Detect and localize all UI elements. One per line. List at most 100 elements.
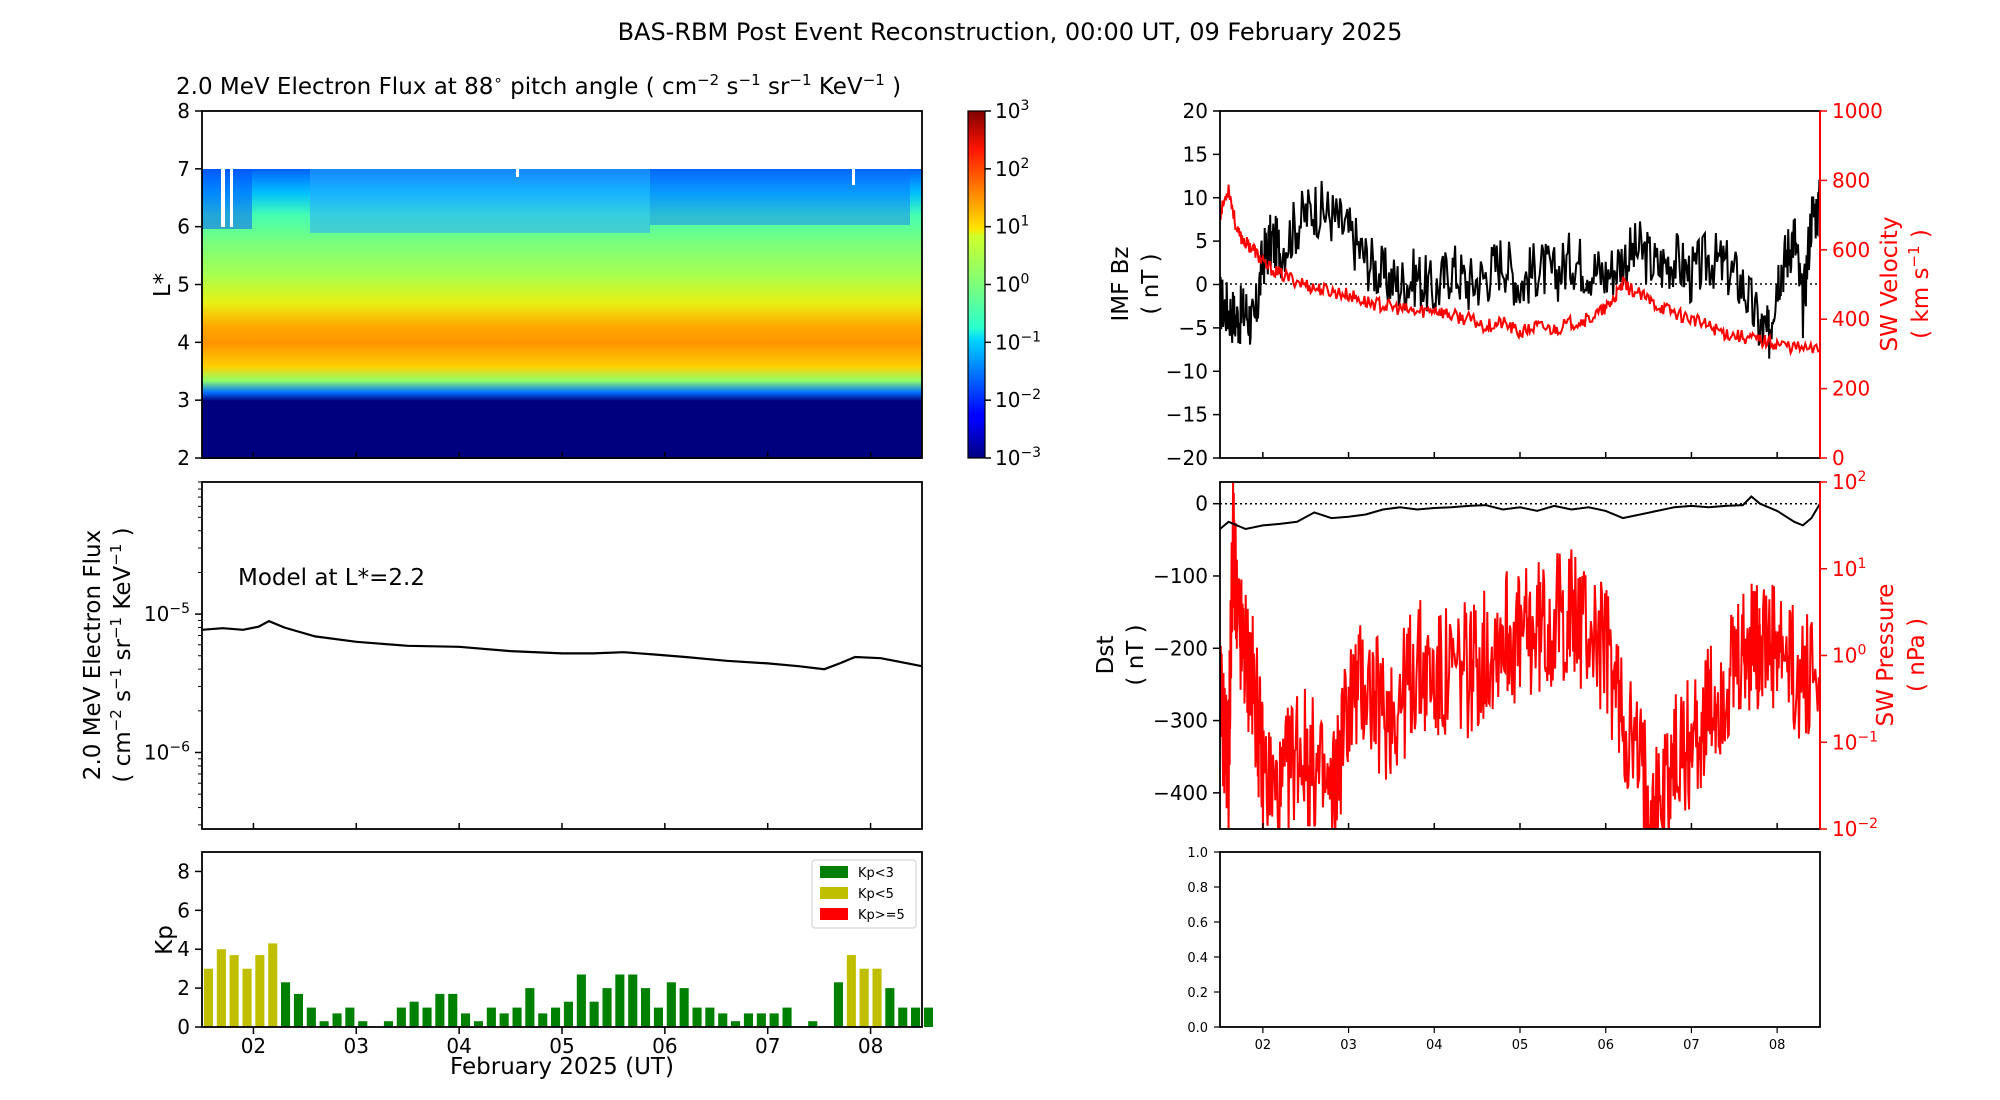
kp-bar — [525, 988, 535, 1027]
flux-spectrogram-panel: 2.0 MeV Electron Flux at 88∘ pitch angle… — [150, 71, 1041, 470]
empty-frame — [1219, 851, 1821, 1028]
flux-colorbar — [967, 110, 986, 459]
kp-x-axis: 02 03 04 05 06 07 08 — [241, 1027, 883, 1058]
empty-y-tick-label: 0.6 — [1187, 916, 1208, 931]
kp-y-axis: 0 2 4 6 8 — [177, 859, 202, 1039]
model-flux-line — [202, 619, 922, 671]
flux-title-unit-s: s — [727, 74, 739, 100]
flux-title-unit-kev: KeV — [819, 74, 863, 100]
kp-bar — [846, 955, 856, 1027]
sw-pressure-line — [1220, 482, 1820, 829]
kp-bar — [499, 1013, 509, 1027]
empty-y-tick-label: 0.4 — [1187, 951, 1208, 966]
empty-x-tick-label: 03 — [1340, 1038, 1357, 1053]
model-x-ticks — [252, 823, 872, 829]
imf-ylabel-units: ( nT ) — [1138, 253, 1164, 314]
kp-bar — [628, 974, 638, 1027]
flux-title-unit-sr: sr — [768, 74, 790, 100]
dst-y-tick-label: −100 — [1153, 564, 1208, 588]
kp-y-tick-label: 8 — [177, 859, 190, 883]
imf-y-tick-label: −10 — [1166, 359, 1208, 383]
sw-velocity-y-tick-label: 200 — [1832, 377, 1870, 401]
kp-bar — [538, 1013, 548, 1027]
flux-title-unit-exp1: −2 — [697, 71, 719, 89]
kp-bar — [448, 993, 458, 1027]
dst-y-tick-label: −200 — [1153, 636, 1208, 660]
flux-title-unit-exp3: −1 — [789, 71, 811, 89]
dst-line — [1220, 495, 1820, 531]
kp-legend-swatch-mid — [820, 887, 848, 899]
empty-x-tick-label: 05 — [1512, 1038, 1529, 1053]
dst-y-tick-label: −300 — [1153, 709, 1208, 733]
imf-y-tick-label: −15 — [1166, 403, 1208, 427]
kp-y-tick-label: 4 — [177, 937, 190, 961]
imf-x-ticks — [1262, 452, 1778, 458]
flux-gap-stripe — [221, 169, 225, 227]
sw-velocity-y-tick-label: 0 — [1832, 446, 1845, 470]
colorbar-tick-label: 10−1 — [995, 329, 1041, 354]
empty-y-tick-label: 1.0 — [1187, 846, 1208, 861]
model-y-axis: 10−5 10−6 — [144, 481, 202, 826]
kp-bar — [808, 1021, 818, 1027]
kp-bar — [923, 1007, 933, 1027]
flux-colorbar-ticks: 103 102 101 100 10−1 10−2 10−3 — [985, 98, 1041, 470]
kp-bar — [653, 1007, 663, 1027]
imf-sw-panel: 20 15 10 5 0 −5 −10 −15 −20 1000 800 600 400 200 0 IM… — [1108, 99, 1934, 470]
flux-gap-stripe — [852, 169, 855, 185]
kp-bar — [396, 1007, 406, 1027]
imf-y-tick-label: 10 — [1183, 186, 1208, 210]
colorbar-tick-label: 101 — [995, 214, 1029, 239]
colorbar-tick-label: 100 — [995, 272, 1029, 297]
kp-bar — [409, 1001, 419, 1027]
colorbar-tick-label: 10−2 — [995, 387, 1041, 412]
sw-velocity-y-tick-label: 600 — [1832, 238, 1870, 262]
kp-bar — [743, 1013, 753, 1027]
empty-x-axis: 02 03 04 05 06 07 08 — [1255, 1027, 1786, 1053]
empty-x-tick-label: 08 — [1769, 1038, 1786, 1053]
sw-velocity-right-axis: 1000 800 600 400 200 0 — [1819, 99, 1883, 470]
kp-legend-label-high: Kp>=5 — [858, 908, 905, 923]
flux-y-axis: 2 3 4 5 6 7 8 — [177, 99, 872, 470]
flux-y-tick-label: 7 — [177, 157, 190, 181]
imf-left-axis: 20 15 10 5 0 −5 −10 −15 −20 — [1166, 99, 1220, 470]
kp-bar — [872, 968, 882, 1027]
colorbar-tick-label: 10−3 — [995, 445, 1041, 470]
kp-bar — [705, 1007, 715, 1027]
imf-y-tick-label: 0 — [1195, 273, 1208, 297]
flux-y-tick-label: 3 — [177, 388, 190, 412]
page-title: BAS-RBM Post Event Reconstruction, 00:00… — [618, 18, 1403, 46]
kp-bar — [911, 1007, 921, 1027]
kp-bar — [615, 974, 625, 1027]
kp-xlabel: February 2025 (UT) — [450, 1054, 674, 1080]
kp-bar — [769, 1013, 779, 1027]
sw-pressure-ylabel: SW Pressure — [1873, 584, 1899, 727]
kp-bar — [306, 1007, 316, 1027]
model-ylabel-units: ( cm−2 s−1 sr−1 KeV−1 ) — [107, 527, 136, 782]
kp-bar — [383, 1021, 393, 1027]
kp-x-tick-label: 06 — [652, 1034, 677, 1058]
dst-ylabel-units: ( nT ) — [1123, 624, 1149, 685]
kp-bar — [345, 1007, 355, 1027]
model-flux-frame — [201, 481, 923, 830]
imf-y-tick-label: −5 — [1179, 316, 1208, 340]
kp-bar — [666, 982, 676, 1027]
dst-left-axis: 0 −100 −200 −300 −400 — [1153, 492, 1220, 805]
colorbar-tick-label: 102 — [995, 156, 1029, 181]
kp-bar — [435, 993, 445, 1027]
empty-y-tick-label: 0.8 — [1187, 881, 1208, 896]
kp-bar — [563, 1001, 573, 1027]
flux-dropout-patch — [202, 169, 252, 229]
empty-x-tick-label: 06 — [1597, 1038, 1614, 1053]
flux-y-tick-label: 8 — [177, 99, 190, 123]
flux-y-tick-label: 4 — [177, 330, 190, 354]
imf-y-tick-label: −20 — [1166, 446, 1208, 470]
sw-velocity-y-tick-label: 800 — [1832, 168, 1870, 192]
kp-y-tick-label: 0 — [177, 1015, 190, 1039]
kp-bar — [242, 968, 252, 1027]
kp-x-tick-label: 03 — [344, 1034, 369, 1058]
kp-x-tick-label: 04 — [446, 1034, 471, 1058]
dst-ylabel: Dst — [1093, 636, 1119, 675]
kp-bar — [885, 988, 895, 1027]
dst-y-tick-label: 0 — [1195, 492, 1208, 516]
